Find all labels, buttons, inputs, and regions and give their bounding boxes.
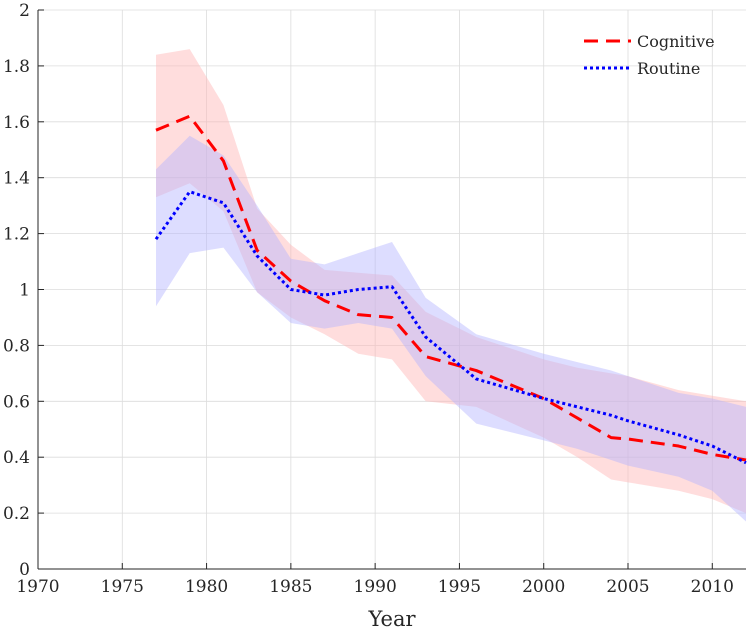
line-layer [154,114,747,465]
series-line-routine [154,190,747,465]
confidence-band-cognitive [156,49,746,514]
y-tick-label: 1.8 [3,57,30,77]
x-tick-label: 2010 [691,577,734,597]
x-tick-label: 1990 [354,577,397,597]
x-tick-label: 2005 [606,577,649,597]
x-axis-label: Year [367,607,416,630]
y-tick-label: 1.4 [3,169,30,189]
y-tick-label: 0.6 [3,392,30,412]
x-tick-label: 1995 [438,577,481,597]
y-tick-label: 0.8 [3,336,30,356]
y-tick-label: 0.2 [3,504,30,524]
x-tick-label: 1975 [101,577,144,597]
y-tick-label: 0.4 [3,448,30,468]
confidence-band-routine [156,135,746,522]
y-tick-label: 1.6 [3,113,30,133]
y-tick-label: 2 [19,1,30,21]
y-tick-label: 0 [19,560,30,580]
x-tick-label: 2000 [522,577,565,597]
y-tick-label: 1.2 [3,225,30,245]
legend-label-cognitive: Cognitive [637,32,715,51]
x-tick-label: 1970 [16,577,59,597]
tick-layer: 1970 1975 1980 1985 1990 1995 2000 2005 2010 0 0.2… [3,1,734,597]
legend: Cognitive Routine [584,32,715,78]
x-tick-label: 1980 [185,577,228,597]
axis-layer [37,9,746,570]
series-line-cognitive [155,114,747,462]
x-tick-label: 1985 [269,577,312,597]
y-tick-label: 1 [19,281,30,301]
band-layer [156,49,746,522]
legend-label-routine: Routine [637,59,700,78]
grid-layer [37,9,746,570]
